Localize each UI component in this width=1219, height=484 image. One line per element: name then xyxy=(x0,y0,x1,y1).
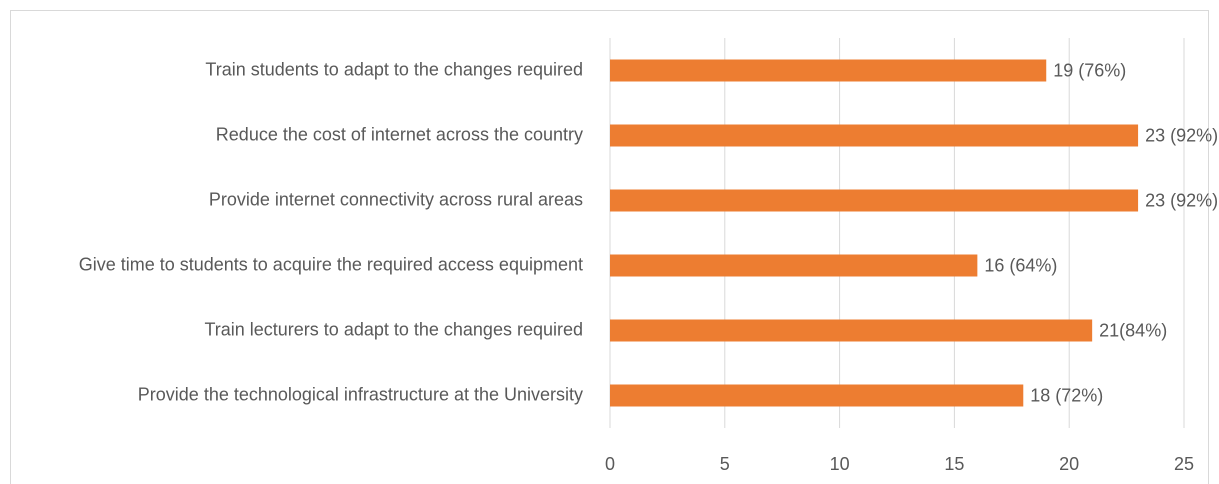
bar xyxy=(610,319,1093,342)
x-tick-label: 25 xyxy=(1174,454,1194,474)
bar xyxy=(610,189,1139,212)
y-tick-label: Give time to students to acquire the req… xyxy=(79,254,583,274)
y-tick-label: Train students to adapt to the changes r… xyxy=(205,59,583,79)
data-label: 19 (76%) xyxy=(1053,60,1126,80)
x-tick-label: 0 xyxy=(605,454,615,474)
y-tick-label: Train lecturers to adapt to the changes … xyxy=(204,319,583,339)
x-tick-label: 10 xyxy=(830,454,850,474)
data-label: 18 (72%) xyxy=(1030,385,1103,405)
bar xyxy=(610,254,978,277)
data-label: 21(84%) xyxy=(1099,320,1167,340)
data-label: 16 (64%) xyxy=(984,255,1057,275)
x-tick-label: 15 xyxy=(944,454,964,474)
y-tick-label: Reduce the cost of internet across the c… xyxy=(216,124,583,144)
bar xyxy=(610,124,1139,147)
bar xyxy=(610,384,1024,407)
x-tick-label: 20 xyxy=(1059,454,1079,474)
x-tick-label: 5 xyxy=(720,454,730,474)
data-label: 23 (92%) xyxy=(1145,190,1218,210)
y-tick-label: Provide internet connectivity across rur… xyxy=(209,189,583,209)
bar xyxy=(610,59,1047,82)
data-label: 23 (92%) xyxy=(1145,125,1218,145)
y-tick-label: Provide the technological infrastructure… xyxy=(138,384,583,404)
